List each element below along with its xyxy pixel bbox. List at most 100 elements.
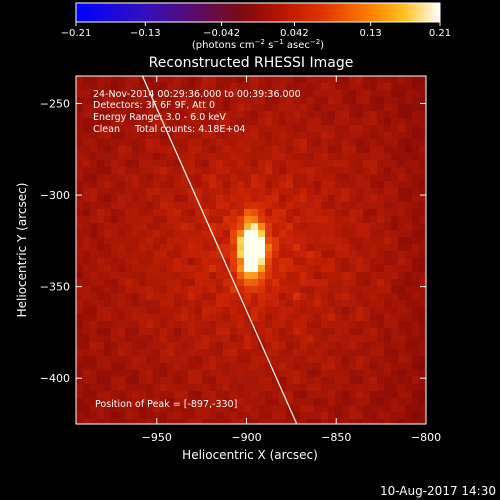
heatmap-cell xyxy=(132,286,140,294)
heatmap-cell xyxy=(258,230,266,238)
heatmap-cell xyxy=(76,328,84,336)
heatmap-cell xyxy=(363,349,371,357)
heatmap-cell xyxy=(405,111,413,119)
heatmap-cell xyxy=(209,237,217,245)
heatmap-cell xyxy=(349,153,357,161)
heatmap-cell xyxy=(314,412,322,420)
heatmap-cell xyxy=(286,97,294,105)
heatmap-cell xyxy=(265,258,273,266)
heatmap-cell xyxy=(356,97,364,105)
heatmap-cell xyxy=(132,272,140,280)
heatmap-cell xyxy=(405,272,413,280)
heatmap-cell xyxy=(342,384,350,392)
heatmap-cell xyxy=(293,174,301,182)
heatmap-cell xyxy=(174,258,182,266)
heatmap-cell xyxy=(181,286,189,294)
heatmap-cell xyxy=(391,181,399,189)
heatmap-cell xyxy=(412,419,420,424)
heatmap-cell xyxy=(153,363,161,371)
heatmap-cell xyxy=(216,265,224,273)
heatmap-cell xyxy=(209,363,217,371)
heatmap-cell xyxy=(104,181,112,189)
heatmap-cell xyxy=(363,286,371,294)
heatmap-cell xyxy=(335,419,343,424)
heatmap-cell xyxy=(174,174,182,182)
heatmap-cell xyxy=(146,216,154,224)
heatmap-cell xyxy=(104,363,112,371)
heatmap-cell xyxy=(328,83,336,91)
heatmap-cell xyxy=(335,356,343,364)
heatmap-cell xyxy=(139,76,147,84)
heatmap-cell xyxy=(223,146,231,154)
heatmap-cell xyxy=(216,258,224,266)
heatmap-cell xyxy=(286,237,294,245)
heatmap-cell xyxy=(209,335,217,343)
heatmap-cell xyxy=(174,398,182,406)
heatmap-cell xyxy=(370,83,378,91)
heatmap-cell xyxy=(398,300,406,308)
heatmap-cell xyxy=(251,118,259,126)
heatmap-cell xyxy=(419,405,426,413)
heatmap-cell xyxy=(342,223,350,231)
heatmap-cell xyxy=(412,216,420,224)
heatmap-cell xyxy=(90,272,98,280)
heatmap-cell xyxy=(293,349,301,357)
heatmap-cell xyxy=(160,307,168,315)
heatmap-cell xyxy=(342,237,350,245)
heatmap-cell xyxy=(300,363,308,371)
heatmap-cell xyxy=(90,146,98,154)
heatmap-cell xyxy=(125,286,133,294)
heatmap-cell xyxy=(328,146,336,154)
heatmap-cell xyxy=(132,153,140,161)
heatmap-cell xyxy=(230,83,238,91)
heatmap-cell xyxy=(244,279,252,287)
heatmap-cell xyxy=(223,419,231,424)
heatmap-cell xyxy=(405,202,413,210)
heatmap-cell xyxy=(146,181,154,189)
heatmap-cell xyxy=(195,223,203,231)
heatmap-cell xyxy=(265,125,273,133)
heatmap-cell xyxy=(272,195,280,203)
heatmap-cell xyxy=(412,342,420,350)
heatmap-cell xyxy=(307,202,315,210)
heatmap-cell xyxy=(258,279,266,287)
heatmap-cell xyxy=(174,370,182,378)
heatmap-cell xyxy=(139,223,147,231)
heatmap-cell xyxy=(398,181,406,189)
heatmap-cell xyxy=(349,335,357,343)
heatmap-cell xyxy=(405,286,413,294)
heatmap-cell xyxy=(174,160,182,168)
heatmap-cell xyxy=(216,293,224,301)
heatmap-cell xyxy=(321,321,329,329)
heatmap-cell xyxy=(412,258,420,266)
heatmap-cell xyxy=(83,216,91,224)
heatmap-cell xyxy=(188,265,196,273)
heatmap-cell xyxy=(370,398,378,406)
heatmap-cell xyxy=(370,111,378,119)
heatmap-cell xyxy=(188,314,196,322)
heatmap-cell xyxy=(328,279,336,287)
heatmap-cell xyxy=(251,398,259,406)
heatmap-cell xyxy=(202,405,210,413)
heatmap-cell xyxy=(125,188,133,196)
heatmap-cell xyxy=(209,377,217,385)
heatmap-cell xyxy=(223,370,231,378)
heatmap-cell xyxy=(321,377,329,385)
heatmap-cell xyxy=(167,139,175,147)
heatmap-cell xyxy=(97,342,105,350)
heatmap-cell xyxy=(321,314,329,322)
heatmap-cell xyxy=(76,349,84,357)
heatmap-cell xyxy=(223,160,231,168)
heatmap-cell xyxy=(160,419,168,424)
heatmap-cell xyxy=(90,139,98,147)
heatmap-cell xyxy=(398,412,406,420)
heatmap-cell xyxy=(398,363,406,371)
heatmap-cell xyxy=(265,83,273,91)
heatmap-cell xyxy=(167,342,175,350)
heatmap-cell xyxy=(188,237,196,245)
heatmap-cell xyxy=(279,328,287,336)
heatmap-cell xyxy=(111,146,119,154)
heatmap-cell xyxy=(202,391,210,399)
heatmap-cell xyxy=(209,90,217,98)
heatmap-cell xyxy=(258,216,266,224)
